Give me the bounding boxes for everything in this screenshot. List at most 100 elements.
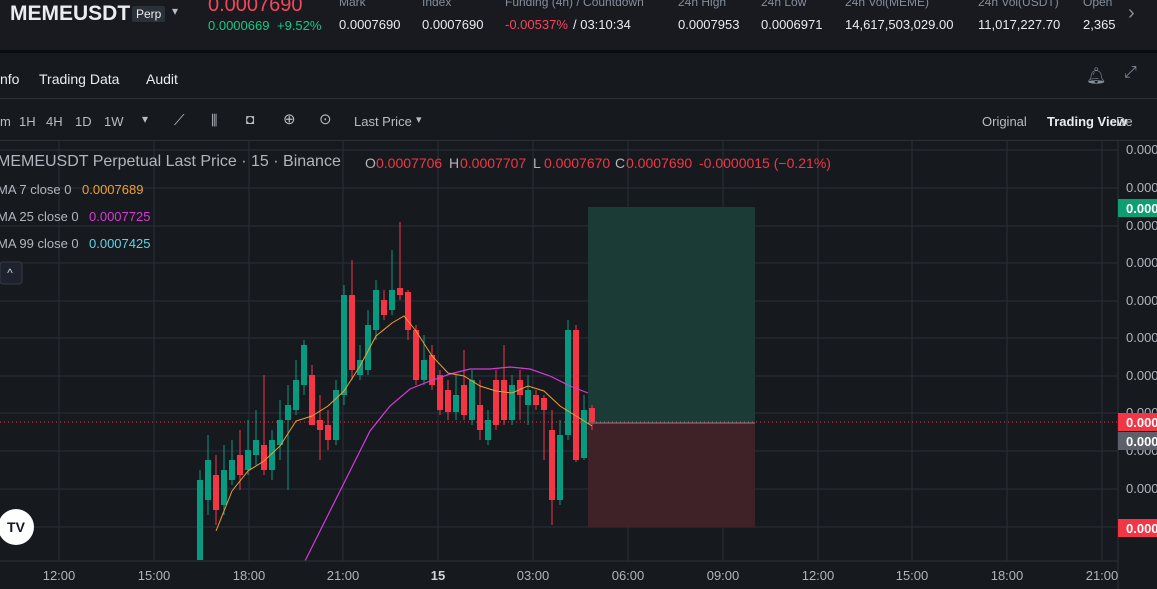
stat-label: 24h Vol(MEME) bbox=[845, 0, 930, 9]
stat-value: 11,017,227.70 bbox=[978, 17, 1061, 32]
collapse-legend-icon: ^ bbox=[7, 266, 13, 280]
view-option[interactable]: De bbox=[1116, 114, 1133, 129]
stat-label: Mark bbox=[339, 0, 366, 9]
candle-body bbox=[477, 405, 483, 430]
tab[interactable]: nfo bbox=[0, 71, 20, 87]
stat-value: -0.00537% bbox=[505, 17, 568, 32]
stat-value: 0.0007690 bbox=[339, 17, 401, 32]
ohlc-label: H bbox=[449, 155, 460, 171]
ohlc-change: -0.0000015 (−0.21%) bbox=[699, 155, 831, 171]
interval-dropdown[interactable]: ▾ bbox=[142, 112, 149, 126]
candle-body bbox=[493, 380, 499, 425]
ohlc-label: O bbox=[365, 155, 376, 171]
candle-body bbox=[397, 288, 403, 295]
tab[interactable]: Audit bbox=[146, 71, 178, 87]
candle-body bbox=[309, 375, 315, 425]
divider bbox=[0, 50, 1157, 53]
price-label: 0.000 bbox=[1126, 142, 1157, 157]
time-label: 15:00 bbox=[138, 568, 171, 583]
price-label: 0.000 bbox=[1126, 293, 1157, 308]
ma-label: MA 99 close 0 bbox=[0, 236, 79, 251]
price-type[interactable]: Last Price bbox=[354, 114, 412, 129]
symbol-dropdown[interactable]: ▾ bbox=[172, 4, 179, 18]
scroll-right[interactable]: › bbox=[1128, 2, 1135, 24]
ticker-bar: MEMEUSDT Perp ▾ 0.0007690 0.0000669 +9.5… bbox=[0, 0, 1157, 50]
tab[interactable]: Trading Data bbox=[39, 71, 120, 87]
candle-body bbox=[557, 435, 563, 500]
position-profit-zone[interactable] bbox=[588, 207, 755, 423]
alert-icon[interactable]: 🔔︎ bbox=[1086, 68, 1107, 85]
candle-body bbox=[453, 395, 459, 412]
price-badge bbox=[1118, 199, 1157, 217]
interval[interactable]: 1W bbox=[104, 114, 124, 129]
stat-value: 0.0007690 bbox=[422, 17, 484, 32]
candle-body bbox=[253, 440, 259, 455]
candle-body bbox=[413, 330, 419, 380]
candle-body bbox=[485, 420, 491, 440]
fullscreen-icon[interactable]: ⤢ bbox=[1124, 64, 1137, 81]
price-badge bbox=[1118, 413, 1157, 431]
candle-body bbox=[285, 405, 291, 420]
candle-body bbox=[245, 450, 251, 470]
ohlc-value: 0.0007670 bbox=[544, 155, 611, 171]
stat-label: Funding (4h) / Countdown bbox=[505, 0, 644, 9]
chart-type-icon[interactable]: ⫼ bbox=[211, 112, 218, 128]
candle-body bbox=[277, 420, 283, 445]
ma-value: 0.0007425 bbox=[89, 236, 151, 251]
ohlc-label: C bbox=[615, 155, 626, 171]
candle-body bbox=[261, 445, 267, 470]
interval[interactable]: 1H bbox=[19, 114, 36, 129]
price-label: 0.000 bbox=[1126, 481, 1157, 496]
interval[interactable]: 4H bbox=[46, 114, 63, 129]
ma-7-line bbox=[215, 315, 593, 532]
stat-value: 0.0006971 bbox=[761, 17, 823, 32]
symbol[interactable]: MEMEUSDT bbox=[10, 2, 131, 25]
candle-body bbox=[341, 295, 347, 395]
ma-value: 0.0007725 bbox=[89, 209, 151, 224]
candle-body bbox=[301, 345, 307, 385]
view-option[interactable]: Original bbox=[982, 114, 1027, 129]
candle-body bbox=[317, 420, 323, 430]
divider bbox=[0, 98, 1157, 99]
candle-body bbox=[445, 390, 451, 412]
add-icon[interactable]: ⊕ bbox=[283, 111, 296, 128]
candle-body bbox=[541, 398, 547, 410]
candle-body bbox=[197, 480, 203, 560]
time-label: 18:00 bbox=[991, 568, 1024, 583]
price-change: 0.0000669 bbox=[208, 18, 270, 33]
position-loss-zone[interactable] bbox=[588, 423, 755, 527]
time-label: 21:00 bbox=[1086, 568, 1119, 583]
ma-value: 0.0007689 bbox=[82, 182, 144, 197]
candle-body bbox=[501, 380, 507, 420]
collapse-legend[interactable] bbox=[0, 261, 23, 285]
interval[interactable]: 1D bbox=[75, 114, 92, 129]
price-type-arrow[interactable]: ▾ bbox=[416, 114, 422, 126]
candle-body bbox=[549, 430, 555, 500]
ohlc-value: 0.0007690 bbox=[626, 155, 693, 171]
candle-body bbox=[517, 380, 523, 395]
divider bbox=[0, 140, 1157, 141]
axes: 0.000 0.000 0.000 0.000 0.000 0.000 0.000 0.000… bbox=[43, 142, 1157, 583]
candle-body bbox=[269, 440, 275, 470]
settings-icon[interactable]: ⊙ bbox=[319, 111, 332, 128]
last-price: 0.0007690 bbox=[208, 0, 303, 16]
candle-body bbox=[205, 460, 211, 500]
candle-body bbox=[357, 360, 363, 375]
stat-label: Index bbox=[422, 0, 452, 9]
view-option[interactable]: Trading View bbox=[1047, 114, 1127, 129]
price-label: 0.000 bbox=[1126, 255, 1157, 270]
tradingview-logo[interactable] bbox=[0, 509, 34, 545]
stat-extra: / 03:10:34 bbox=[573, 17, 631, 32]
time-label: 18:00 bbox=[233, 568, 266, 583]
time-label: 03:00 bbox=[517, 568, 550, 583]
interval[interactable]: m bbox=[0, 114, 11, 129]
price-badge-text: 0.000 bbox=[1126, 434, 1157, 449]
legend-title: MEMEUSDT Perpetual Last Price · 15 · Bin… bbox=[0, 153, 341, 170]
screenshot-icon[interactable]: ◘ bbox=[246, 111, 255, 127]
candle-body bbox=[325, 425, 331, 440]
candle-body bbox=[365, 325, 371, 370]
indicator-icon[interactable]: ⟋ bbox=[174, 112, 185, 129]
stat-value: 0.0007953 bbox=[678, 17, 740, 32]
price-badge-text: 0.000 bbox=[1126, 201, 1157, 216]
